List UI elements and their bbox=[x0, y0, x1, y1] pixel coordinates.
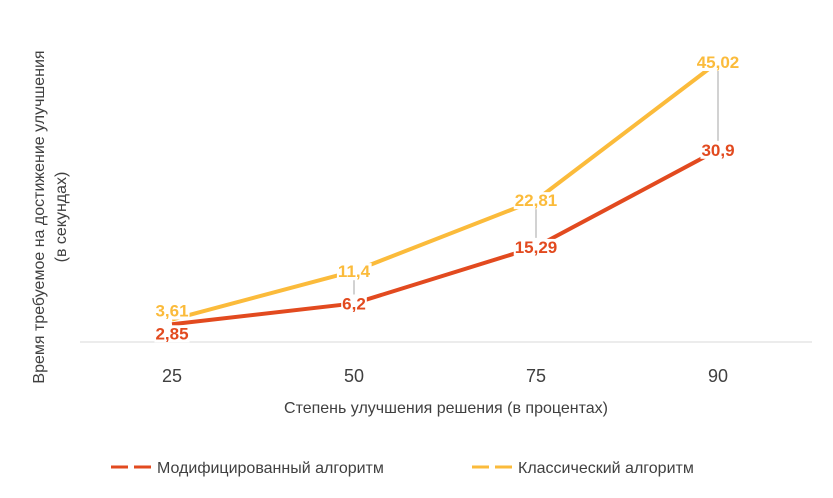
x-tick-labels-group: 25 50 75 90 bbox=[162, 366, 728, 386]
legend-label-classic: Классический алгоритм bbox=[518, 460, 694, 477]
series-classic-segment-2 bbox=[353, 198, 537, 273]
series-modified-segment-1 bbox=[171, 301, 355, 327]
legend-item-classic[interactable]: Классический алгоритм bbox=[472, 460, 694, 477]
y-axis-title-line-1: Время требуемое на достижение улучшения bbox=[31, 50, 48, 383]
legend: Модифицированный алгоритм Классический а… bbox=[111, 460, 694, 477]
series-modified-segment-3 bbox=[535, 148, 719, 249]
series-modified-segment-2 bbox=[353, 244, 537, 306]
legend-item-modified[interactable]: Модифицированный алгоритм bbox=[111, 460, 384, 477]
data-label-bg-modified-90 bbox=[700, 141, 736, 159]
data-label-bg-modified-25 bbox=[154, 325, 190, 343]
series-classic-segment-3 bbox=[534, 60, 720, 202]
legend-label-modified: Модифицированный алгоритм bbox=[157, 460, 384, 477]
data-label-modified-90: 30,9 bbox=[701, 141, 734, 160]
drop-lines-group bbox=[353, 71, 719, 295]
x-tick-label-90: 90 bbox=[708, 366, 728, 386]
y-axis-title-line-2: (в секундах) bbox=[53, 172, 70, 263]
data-label-modified-75: 15,29 bbox=[515, 238, 558, 257]
x-tick-label-50: 50 bbox=[344, 366, 364, 386]
series-classic-segment-1 bbox=[171, 269, 355, 322]
data-label-bg-classic-75 bbox=[513, 192, 559, 210]
data-label-bg-modified-50 bbox=[341, 295, 367, 313]
data-label-classic-90: 45,02 bbox=[697, 53, 740, 72]
data-label-bg-classic-25 bbox=[154, 302, 190, 320]
data-label-bg-modified-75 bbox=[513, 238, 559, 256]
data-label-bg-classic-50 bbox=[336, 263, 372, 281]
data-label-modified-50: 6,2 bbox=[342, 294, 366, 313]
data-label-classic-25: 3,61 bbox=[155, 302, 188, 321]
x-axis-title: Степень улучшения решения (в процентах) bbox=[284, 400, 608, 417]
data-label-classic-75: 22,81 bbox=[515, 191, 558, 210]
x-tick-label-75: 75 bbox=[526, 366, 546, 386]
x-tick-label-25: 25 bbox=[162, 366, 182, 386]
data-label-classic-50: 11,4 bbox=[338, 262, 371, 281]
series-lines-group bbox=[171, 60, 720, 327]
data-labels-group: 2,85 6,2 15,29 30,9 3,61 11,4 22,81 45,02 bbox=[154, 53, 741, 343]
data-label-bg-classic-90 bbox=[695, 54, 741, 71]
y-axis-title: Время требуемое на достижение улучшения … bbox=[31, 50, 70, 383]
data-label-modified-25: 2,85 bbox=[155, 324, 188, 343]
